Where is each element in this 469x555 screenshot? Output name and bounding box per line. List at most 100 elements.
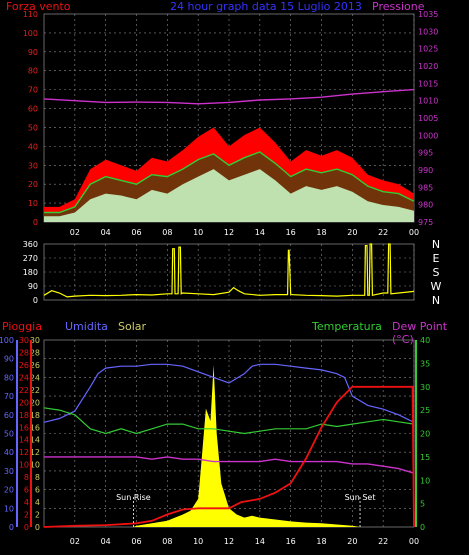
- wind-ytick: 100: [23, 29, 38, 38]
- pressure-ytick: 980: [418, 201, 433, 210]
- solar-ytick: 0: [35, 523, 40, 532]
- humidity-ytick: 100: [0, 336, 14, 345]
- temperature-legend: Temperatura: [312, 320, 382, 333]
- humidity-ytick: 50: [4, 430, 14, 439]
- humidity-ytick: 90: [4, 355, 14, 364]
- pressure-ytick: 990: [418, 166, 433, 175]
- rain-ytick: 24: [19, 373, 29, 382]
- temperature-ytick: 10: [420, 476, 430, 485]
- rain-ytick: 8: [24, 473, 29, 482]
- wind-xtick: 20: [347, 228, 357, 237]
- wind-ytick: 110: [23, 10, 38, 19]
- direction-series: [43, 243, 415, 298]
- direction-compass-label: E: [433, 252, 440, 265]
- climate-xtick: 06: [131, 537, 141, 546]
- wind-xtick: 00: [409, 228, 419, 237]
- wind-ytick: 60: [28, 105, 38, 114]
- rain-ytick: 2: [24, 511, 29, 520]
- solar-ytick: 14: [30, 436, 40, 445]
- climate-xtick: 12: [224, 537, 234, 546]
- rain-ytick: 28: [19, 348, 29, 357]
- solar-ytick: 26: [30, 361, 40, 370]
- wind-xtick: 02: [70, 228, 80, 237]
- solar-ytick: 28: [30, 348, 40, 357]
- wind-xtick: 14: [255, 228, 265, 237]
- rain-ytick: 22: [19, 386, 29, 395]
- pressure-ytick: 1035: [418, 10, 438, 19]
- direction-ytick: 270: [23, 254, 38, 263]
- rain-ytick: 12: [19, 448, 29, 457]
- rain-ytick: 14: [19, 436, 29, 445]
- direction-compass-label: W: [431, 280, 442, 293]
- pressure-ytick: 1030: [418, 27, 438, 36]
- direction-compass-label: S: [433, 266, 440, 279]
- climate-xtick: 04: [101, 537, 111, 546]
- sunrise-annotation: Sun Rise: [116, 493, 151, 502]
- solar-ytick: 16: [30, 423, 40, 432]
- humidity-series: [43, 363, 415, 423]
- solar-ytick: 30: [30, 336, 40, 345]
- climate-xtick: 20: [347, 537, 357, 546]
- wind-xtick: 16: [286, 228, 296, 237]
- solar-ytick: 4: [35, 498, 40, 507]
- humidity-legend: Umidita: [65, 320, 108, 333]
- chart-title: 24 hour graph data 15 Luglio 2013: [170, 0, 362, 13]
- pressure-ytick: 1000: [418, 131, 438, 140]
- wind-ytick: 10: [28, 199, 38, 208]
- wind-ytick: 40: [28, 142, 38, 151]
- climate-xtick: 10: [193, 537, 203, 546]
- rain-ytick: 6: [24, 486, 29, 495]
- climate-xtick: 18: [316, 537, 326, 546]
- wind-ytick: 80: [28, 67, 38, 76]
- pressure-ytick: 1015: [418, 79, 438, 88]
- solar-ytick: 6: [35, 486, 40, 495]
- wind-low-series: [44, 169, 414, 222]
- wind-xtick: 12: [224, 228, 234, 237]
- direction-ytick: 360: [23, 240, 38, 249]
- dewpoint-series: [44, 456, 415, 474]
- humidity-ytick: 60: [4, 411, 14, 420]
- rain-ytick: 20: [19, 398, 29, 407]
- pressure-series: [43, 88, 415, 105]
- wind-ytick: 30: [28, 161, 38, 170]
- solar-ytick: 20: [30, 398, 40, 407]
- rain-ytick: 0: [24, 523, 29, 532]
- pressure-ytick: 995: [418, 149, 433, 158]
- wind-xtick: 10: [193, 228, 203, 237]
- humidity-ytick: 20: [4, 486, 14, 495]
- wind-xtick: 06: [131, 228, 141, 237]
- temperature-ytick: 0: [420, 523, 425, 532]
- wind-ytick: 70: [28, 86, 38, 95]
- humidity-ytick: 70: [4, 392, 14, 401]
- direction-ytick: 0: [33, 296, 38, 305]
- wind-xtick: 18: [316, 228, 326, 237]
- rain-ytick: 10: [19, 461, 29, 470]
- solar-ytick: 10: [30, 461, 40, 470]
- climate-xtick: 14: [255, 537, 265, 546]
- header-pressure-label: Pressione: [372, 0, 425, 13]
- temperature-ytick: 20: [420, 430, 430, 439]
- solar-ytick: 2: [35, 511, 40, 520]
- solar-ytick: 12: [30, 448, 40, 457]
- solar-legend: Solar: [118, 320, 147, 333]
- pressure-ytick: 1010: [418, 97, 438, 106]
- climate-xtick: 08: [162, 537, 172, 546]
- wind-xtick: 08: [162, 228, 172, 237]
- pressure-ytick: 1020: [418, 62, 438, 71]
- direction-ytick: 90: [28, 282, 38, 291]
- rain-ytick: 4: [24, 498, 29, 507]
- rain-ytick: 16: [19, 423, 29, 432]
- pressure-ytick: 1005: [418, 114, 438, 123]
- humidity-ytick: 10: [4, 504, 14, 513]
- humidity-ytick: 80: [4, 373, 14, 382]
- wind-ytick: 20: [28, 180, 38, 189]
- temperature-ytick: 30: [420, 383, 430, 392]
- wind-gust-series: [44, 151, 415, 214]
- temperature-series: [43, 407, 415, 435]
- rain-ytick: 30: [19, 336, 29, 345]
- temperature-ytick: 15: [420, 453, 430, 462]
- temperature-ytick: 40: [420, 336, 430, 345]
- solar-ytick: 24: [30, 373, 40, 382]
